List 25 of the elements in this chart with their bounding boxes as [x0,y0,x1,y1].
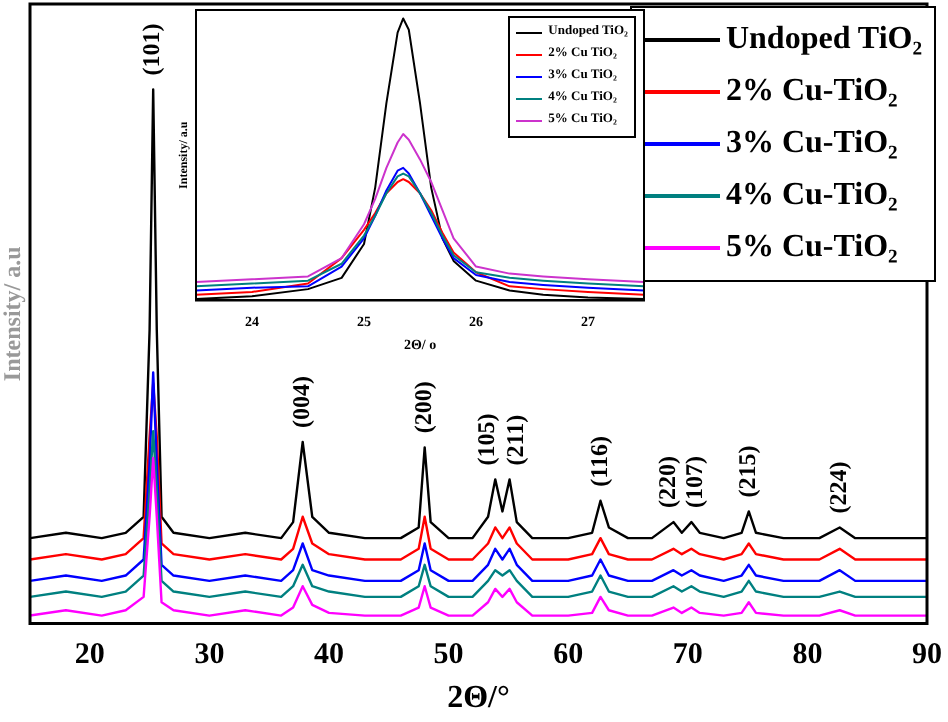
x-axis-title: 2Θ/° [447,681,510,716]
legend-label: Undoped TiO₂ [725,22,922,56]
legend-label: 3% Cu-TiO₂ [725,126,898,160]
x-tick-label: 80 [792,639,823,672]
annotation: (107) [680,456,709,509]
annotation: (211) [500,414,529,466]
legend-label: 2% Cu-TiO₂ [725,74,898,108]
annotation: (215) [732,445,761,498]
legend-label: 4% Cu-TiO₂ [725,178,898,212]
annotation: (004) [286,375,315,428]
annotation: (220) [652,456,681,509]
legend-label: 5% Cu-TiO₂ [725,230,898,264]
annotation: (101) [137,23,166,76]
x-tick-label: 60 [553,639,584,672]
x-tick-label: 50 [433,639,464,672]
annotation: (116) [584,436,613,487]
x-tick-label: 70 [672,639,703,672]
x-tick-label: 20 [74,639,105,672]
annotation: (200) [408,381,437,434]
x-tick-label: 90 [912,639,942,672]
y-axis-title: Intensity/ a.u [0,245,27,382]
x-tick-label: 40 [314,639,344,672]
annotation: (224) [823,461,852,514]
x-tick-label: 30 [194,639,225,672]
annotation: (105) [472,413,501,466]
